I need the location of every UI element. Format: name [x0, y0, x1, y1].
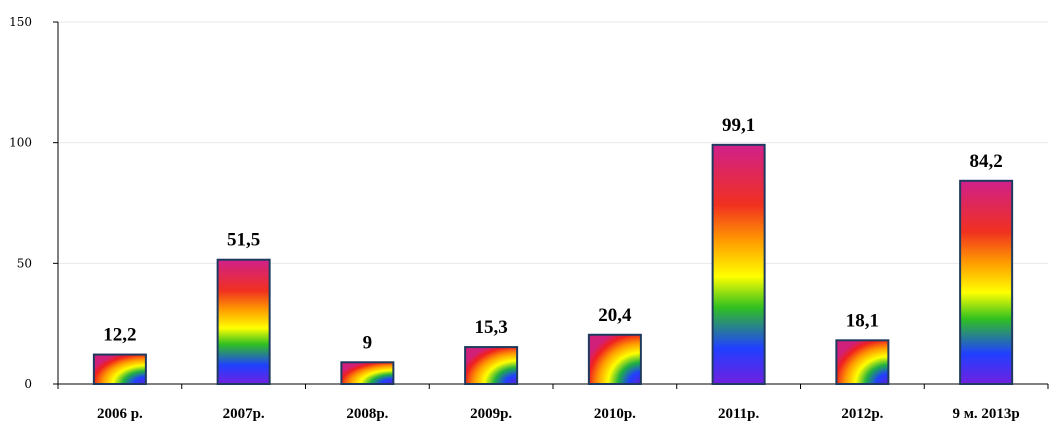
y-tick-label: 0 — [24, 377, 32, 391]
y-axis: 0 50 100 150 — [9, 15, 59, 391]
data-label: 84,2 — [970, 151, 1003, 172]
bar — [587, 333, 642, 386]
y-tick-label: 150 — [9, 15, 32, 29]
gridlines — [58, 21, 1048, 264]
x-tick-label: 2008р. — [346, 406, 388, 422]
bar — [959, 179, 1014, 385]
x-tick-label: 2007р. — [223, 406, 265, 422]
bar — [216, 258, 271, 386]
x-tick-label: 2010р. — [594, 406, 636, 422]
bar — [464, 346, 519, 385]
x-tick-label: 2011р. — [718, 406, 760, 422]
data-label: 18,1 — [846, 310, 879, 331]
data-label: 12,2 — [103, 325, 136, 346]
data-labels: 12,2 51,5 9 15,3 20,4 99,1 18,1 84,2 — [103, 115, 1003, 353]
data-label: 9 — [363, 332, 373, 353]
bar — [92, 353, 147, 386]
x-axis: 2006 р. 2007р. 2008р. 2009р. 2010р. 2011р. 201… — [57, 383, 1049, 422]
bar — [340, 361, 395, 385]
bar — [711, 143, 766, 385]
x-tick-label: 2006 р. — [97, 406, 143, 422]
data-label: 15,3 — [475, 317, 508, 338]
data-label: 20,4 — [598, 305, 632, 326]
bars — [92, 143, 1014, 386]
x-tick-label: 2009р. — [470, 406, 512, 422]
x-tick-label: 2012р. — [841, 406, 883, 422]
data-label: 99,1 — [722, 115, 755, 136]
y-tick-label: 100 — [9, 136, 32, 150]
bar — [835, 339, 890, 385]
x-tick-label: 9 м. 2013р — [952, 406, 1019, 422]
y-tick-label: 50 — [17, 256, 32, 270]
data-label: 51,5 — [227, 230, 260, 251]
